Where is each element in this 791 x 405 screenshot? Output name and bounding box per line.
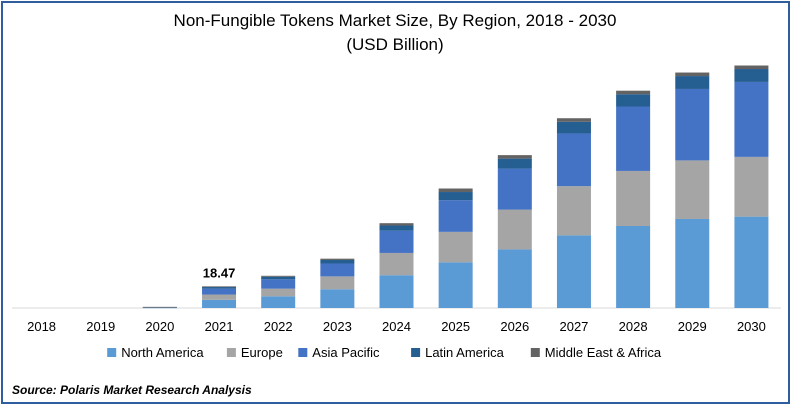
legend-label: Asia Pacific — [312, 345, 380, 360]
bar-2024-europe — [379, 252, 414, 276]
bar-2030-asia-pacific — [734, 81, 769, 157]
x-tick-label: 2027 — [559, 319, 588, 334]
bar-2024-latin-america — [379, 225, 414, 231]
bar-2028-asia-pacific — [616, 106, 651, 171]
bar-2030-latin-america — [734, 69, 769, 82]
legend-swatch — [411, 348, 421, 357]
legend-item: North America — [107, 345, 204, 360]
bar-2027-latin-america — [556, 121, 591, 134]
x-tick-label: 2024 — [382, 319, 411, 334]
bar-2021-asia-pacific — [202, 288, 237, 295]
x-tick-label: 2029 — [678, 319, 707, 334]
data-label-2021: 18.47 — [203, 265, 236, 280]
legend-swatch — [226, 348, 236, 357]
bar-2023-europe — [320, 276, 355, 290]
bar-2028-middle-east-africa — [616, 90, 651, 95]
bar-2022-north-america — [261, 296, 296, 308]
x-tick-label: 2025 — [441, 319, 470, 334]
bar-2026-europe — [497, 209, 532, 250]
bar-2029-europe — [675, 160, 710, 219]
bar-2025-latin-america — [438, 192, 473, 201]
bar-2026-asia-pacific — [497, 168, 532, 210]
bar-2021-europe — [202, 294, 237, 300]
bar-2024-asia-pacific — [379, 230, 414, 253]
bar-2028-europe — [616, 170, 651, 226]
bar-2030-europe — [734, 156, 769, 217]
bar-2029-middle-east-africa — [675, 72, 710, 77]
bar-2022-asia-pacific — [261, 279, 296, 289]
x-tick-label: 2023 — [323, 319, 352, 334]
legend-label: Europe — [241, 345, 283, 360]
bar-2028-latin-america — [616, 94, 651, 107]
x-tick-label: 2018 — [27, 319, 56, 334]
bar-2022-middle-east-africa — [261, 275, 296, 277]
x-ticks-group: 2018 2019 2020 2021 2022 2023 2024 2025 2026 2027… — [27, 319, 766, 334]
bar-2026-latin-america — [497, 158, 532, 169]
x-tick-label: 2030 — [737, 319, 766, 334]
bar-2027-europe — [556, 186, 591, 236]
legend-label: Latin America — [425, 345, 505, 360]
bar-2022-europe — [261, 288, 296, 297]
bar-2027-middle-east-africa — [556, 118, 591, 122]
bar-2027-north-america — [556, 235, 591, 308]
bar-2026-middle-east-africa — [497, 155, 532, 159]
legend-item: Asia Pacific — [298, 345, 380, 360]
bar-2021-north-america — [202, 299, 237, 308]
bars-group: 18.47 — [142, 65, 769, 309]
bar-2025-middle-east-africa — [438, 188, 473, 193]
legend-item: Europe — [226, 345, 283, 360]
legend-swatch — [298, 348, 308, 357]
legend-item: Latin America — [411, 345, 505, 360]
bar-2029-asia-pacific — [675, 88, 710, 161]
chart-subtitle: (USD Billion) — [346, 35, 443, 54]
bar-2024-north-america — [379, 275, 414, 308]
bar-2025-europe — [438, 231, 473, 263]
bar-2028-north-america — [616, 226, 651, 308]
bar-2030-middle-east-africa — [734, 65, 769, 70]
legend: North America Europe Asia Pacific Latin Ame… — [107, 345, 662, 360]
bar-2026-north-america — [497, 249, 532, 308]
bar-2030-north-america — [734, 216, 769, 308]
x-tick-label: 2021 — [205, 319, 234, 334]
bar-2025-north-america — [438, 262, 473, 308]
legend-item: Middle East & Africa — [530, 345, 662, 360]
bar-2022-latin-america — [261, 276, 296, 280]
legend-label: North America — [121, 345, 204, 360]
legend-label: Middle East & Africa — [545, 345, 662, 360]
bar-2023-latin-america — [320, 259, 355, 264]
bar-2021-latin-america — [202, 287, 237, 289]
bar-2023-north-america — [320, 289, 355, 308]
source-note: Source: Polaris Market Research Analysis — [12, 383, 252, 397]
bar-2027-asia-pacific — [556, 133, 591, 187]
chart-title: Non-Fungible Tokens Market Size, By Regi… — [174, 11, 617, 30]
legend-swatch — [530, 348, 540, 357]
bar-2029-north-america — [675, 218, 710, 308]
x-tick-label: 2028 — [619, 319, 648, 334]
x-tick-label: 2019 — [86, 319, 115, 334]
x-tick-label: 2022 — [264, 319, 293, 334]
legend-swatch — [107, 348, 117, 357]
bar-2025-asia-pacific — [438, 200, 473, 232]
bar-2020-middle-east-africa — [142, 306, 177, 308]
bar-2023-asia-pacific — [320, 263, 355, 277]
bar-2024-middle-east-africa — [379, 223, 414, 226]
x-tick-label: 2020 — [145, 319, 174, 334]
x-tick-label: 2026 — [500, 319, 529, 334]
bar-2023-middle-east-africa — [320, 258, 355, 260]
bar-2029-latin-america — [675, 76, 710, 89]
bar-2021-middle-east-africa — [202, 286, 237, 288]
